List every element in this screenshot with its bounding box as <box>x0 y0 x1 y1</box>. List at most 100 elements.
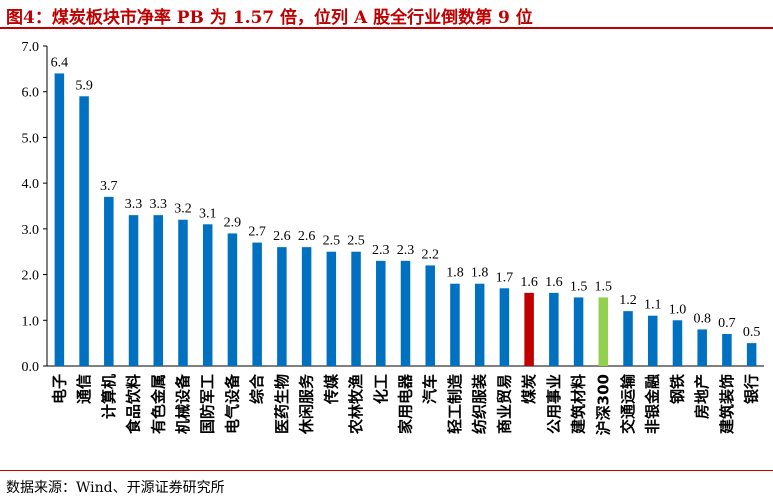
category-label: 电子 <box>50 374 68 404</box>
category-label: 公用事业 <box>545 374 563 434</box>
category-label: 建筑材料 <box>570 374 588 434</box>
data-label: 5.9 <box>75 78 93 93</box>
bar-16 <box>450 283 460 366</box>
data-label: 1.8 <box>446 266 464 281</box>
category-label: 交通运输 <box>619 373 637 434</box>
category-label: 煤炭 <box>520 374 538 404</box>
category-label: 传媒 <box>322 373 340 405</box>
category-label: 计算机 <box>100 374 118 419</box>
bar-8 <box>252 242 262 366</box>
y-tick-label: 3.0 <box>22 223 40 238</box>
bar-27 <box>722 334 732 366</box>
bar-9 <box>277 247 287 366</box>
bar-6 <box>202 224 213 366</box>
bar-3 <box>128 215 139 366</box>
category-label: 沪深300 <box>594 374 612 435</box>
category-label: 农林牧渔 <box>347 374 365 435</box>
bar-21 <box>573 297 584 366</box>
data-label: 2.9 <box>224 215 242 230</box>
data-label: 1.5 <box>595 279 613 294</box>
category-label: 汽车 <box>421 374 439 404</box>
data-label: 2.6 <box>298 229 316 244</box>
data-label: 3.3 <box>125 197 143 212</box>
data-label: 6.4 <box>51 55 69 70</box>
data-label: 2.5 <box>323 234 341 249</box>
bar-11 <box>326 251 337 366</box>
bar-4 <box>153 215 164 366</box>
bar-15 <box>425 265 435 366</box>
data-label: 2.2 <box>421 247 439 262</box>
bar-0 <box>54 73 65 366</box>
y-tick-label: 2.0 <box>22 269 40 284</box>
category-label: 机械设备 <box>174 373 192 434</box>
bar-24 <box>647 315 658 366</box>
category-label: 休闲服务 <box>298 373 316 435</box>
category-label: 国防军工 <box>199 374 217 434</box>
y-tick-label: 5.0 <box>22 131 40 146</box>
y-tick-label: 7.0 <box>22 40 40 55</box>
bar-25 <box>672 320 683 366</box>
category-label: 家用电器 <box>397 373 415 434</box>
bar-18 <box>499 288 510 366</box>
category-label: 钢铁 <box>668 374 686 404</box>
data-label: 2.3 <box>372 243 390 258</box>
data-label: 3.2 <box>174 202 192 217</box>
title-rule <box>0 27 773 29</box>
data-label: 2.7 <box>248 225 266 240</box>
figure-title: 图4：煤炭板块市净率 PB 为 1.57 倍，位列 A 股全行业倒数第 9 位 <box>6 8 533 28</box>
category-label: 通信 <box>75 374 93 404</box>
y-tick-label: 6.0 <box>22 86 40 101</box>
data-label: 2.3 <box>397 243 415 258</box>
bar-13 <box>376 260 386 366</box>
data-label: 2.5 <box>347 234 365 249</box>
bar-10 <box>301 247 312 366</box>
data-label: 0.5 <box>743 325 761 340</box>
data-label: 1.8 <box>471 266 489 281</box>
bar-1 <box>79 96 89 367</box>
data-label: 1.6 <box>520 275 538 290</box>
bar-22 <box>598 297 609 366</box>
data-label: 1.1 <box>644 298 662 313</box>
bar-7 <box>227 233 238 366</box>
data-label: 3.3 <box>150 197 168 212</box>
bar-28 <box>746 343 757 366</box>
data-label: 3.7 <box>100 179 118 194</box>
data-label: 1.2 <box>619 293 637 308</box>
bar-14 <box>400 260 411 366</box>
category-label: 房地产 <box>693 374 711 419</box>
category-label: 商业贸易 <box>495 374 513 434</box>
y-tick-label: 0.0 <box>22 360 40 375</box>
bar-26 <box>697 329 707 366</box>
bar-5 <box>178 219 188 366</box>
bar-2 <box>104 196 114 366</box>
bar-23 <box>623 311 633 366</box>
data-label: 0.8 <box>693 311 711 326</box>
y-tick-label: 1.0 <box>22 314 40 329</box>
category-label: 综合 <box>248 373 266 404</box>
category-label: 纺织服装 <box>471 373 489 434</box>
category-label: 化工 <box>372 374 390 404</box>
category-label: 非银金融 <box>644 374 662 434</box>
data-label: 0.7 <box>718 316 736 331</box>
category-label: 电气设备 <box>223 373 241 434</box>
data-label: 1.0 <box>669 302 687 317</box>
bar-17 <box>474 283 485 366</box>
data-label: 1.5 <box>570 279 588 294</box>
footer-rule <box>0 470 773 471</box>
category-label: 有色金属 <box>149 374 167 434</box>
data-label: 1.7 <box>496 270 514 285</box>
category-label: 建筑装饰 <box>718 374 736 434</box>
source-note: 数据来源：Wind、开源证券研究所 <box>6 480 225 496</box>
category-label: 医药生物 <box>273 374 291 434</box>
category-label: 轻工制造 <box>446 374 464 434</box>
bar-20 <box>549 292 559 366</box>
data-label: 2.6 <box>273 229 291 244</box>
bar-12 <box>351 251 361 366</box>
category-label: 食品饮料 <box>125 374 143 434</box>
y-tick-label: 4.0 <box>22 177 40 192</box>
data-label: 1.6 <box>545 275 563 290</box>
data-label: 3.1 <box>199 206 217 221</box>
category-label: 银行 <box>743 374 761 404</box>
bar-19 <box>524 292 534 366</box>
